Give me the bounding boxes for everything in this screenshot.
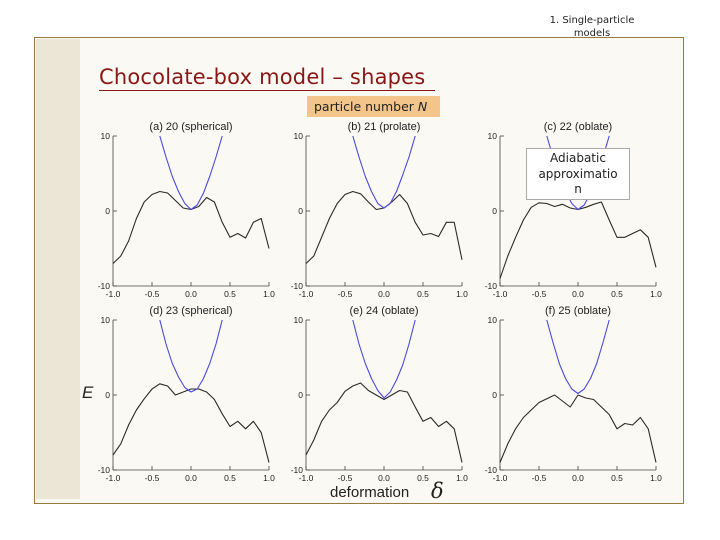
panel-title: (a) 20 (spherical) bbox=[149, 121, 232, 133]
particle-number-symbol: N bbox=[417, 99, 428, 114]
panel-2: (b) 21 (prolate) 10 0 -10-1.0 -0.5 0.0 0.5 1.0 bbox=[291, 121, 468, 299]
x-tick-label: 0.5 bbox=[611, 473, 623, 483]
x-tick-label: 1.0 bbox=[650, 289, 662, 299]
y-tick-label: 0 bbox=[298, 390, 303, 400]
y-tick-label: 10 bbox=[294, 315, 304, 325]
panel-3: (c) 22 (oblate) 10 0 -10-1.0 -0.5 0.0 0.5 1.0 bbox=[485, 121, 662, 299]
x-tick-label: 1.0 bbox=[456, 473, 468, 483]
adiabatic-line1: Adiabatic bbox=[550, 151, 606, 165]
blue-adiabatic-curve bbox=[352, 135, 416, 209]
x-tick-label: -0.5 bbox=[532, 473, 547, 483]
y-tick-label: 0 bbox=[492, 390, 497, 400]
y-tick-label: 0 bbox=[105, 390, 110, 400]
y-tick-label: 10 bbox=[488, 315, 498, 325]
panel-title: (d) 23 (spherical) bbox=[149, 305, 232, 317]
y-axis-label: E bbox=[82, 383, 94, 402]
x-tick-label: -0.5 bbox=[338, 473, 353, 483]
particle-number-text: particle number bbox=[314, 99, 414, 114]
black-energy-curve bbox=[112, 383, 270, 463]
x-tick-label: 1.0 bbox=[263, 473, 275, 483]
panel-5: (e) 24 (oblate) 10 0 -10-1.0 -0.5 0.0 0.5 1.0 bbox=[291, 305, 468, 483]
panel-6: (f) 25 (oblate) 10 0 -10-1.0 -0.5 0.0 0.5 1.0 bbox=[485, 305, 662, 483]
y-tick-label: 10 bbox=[488, 131, 498, 141]
x-tick-label: -1.0 bbox=[299, 289, 314, 299]
x-tick-label: 1.0 bbox=[456, 289, 468, 299]
section-header: 1. Single-particle models bbox=[542, 14, 642, 40]
black-energy-curve bbox=[499, 394, 657, 463]
y-tick-label: -10 bbox=[98, 465, 111, 475]
adiabatic-line3: n bbox=[574, 182, 582, 196]
panel-title: (b) 21 (prolate) bbox=[348, 121, 421, 133]
panel-1: (a) 20 (spherical) 10 0 -10-1.0 -0.5 0.0 0.5 1.… bbox=[98, 121, 275, 299]
y-tick-label: -10 bbox=[291, 465, 304, 475]
x-tick-label: 0.5 bbox=[224, 473, 236, 483]
adiabatic-line2: approximatio bbox=[538, 166, 618, 181]
blue-adiabatic-curve bbox=[159, 319, 223, 393]
adiabatic-approximation-box: Adiabatic approximatio n bbox=[526, 148, 630, 200]
x-tick-label: -0.5 bbox=[145, 289, 160, 299]
x-tick-label: -0.5 bbox=[532, 289, 547, 299]
x-tick-label: 0.0 bbox=[185, 289, 197, 299]
section-header-line1: 1. Single-particle bbox=[549, 15, 635, 26]
blue-adiabatic-curve bbox=[159, 135, 223, 211]
panel-title: (c) 22 (oblate) bbox=[544, 121, 612, 133]
black-energy-curve bbox=[305, 382, 463, 463]
y-tick-label: 0 bbox=[298, 206, 303, 216]
y-tick-label: -10 bbox=[485, 465, 498, 475]
x-tick-label: 0.5 bbox=[224, 289, 236, 299]
panel-title: (e) 24 (oblate) bbox=[349, 305, 418, 317]
section-header-line2: models bbox=[573, 28, 611, 39]
y-tick-label: 0 bbox=[105, 206, 110, 216]
x-tick-label: 0.5 bbox=[417, 473, 429, 483]
blue-adiabatic-curve bbox=[546, 319, 610, 395]
y-tick-label: 10 bbox=[101, 315, 111, 325]
left-band bbox=[36, 39, 80, 499]
black-energy-curve bbox=[305, 190, 463, 264]
y-tick-label: -10 bbox=[485, 281, 498, 291]
particle-number-label: particle number N bbox=[307, 96, 440, 117]
blue-adiabatic-curve bbox=[352, 319, 416, 399]
y-tick-label: -10 bbox=[98, 281, 111, 291]
x-tick-label: -1.0 bbox=[106, 473, 121, 483]
y-tick-label: 10 bbox=[294, 131, 304, 141]
panel-title: (f) 25 (oblate) bbox=[545, 305, 611, 317]
y-tick-label: 0 bbox=[492, 206, 497, 216]
x-tick-label: 0.5 bbox=[417, 289, 429, 299]
x-tick-label: 1.0 bbox=[263, 289, 275, 299]
x-tick-label: 0.5 bbox=[611, 289, 623, 299]
slide-title: Chocolate-box model – shapes bbox=[99, 64, 436, 91]
x-tick-label: -1.0 bbox=[493, 289, 508, 299]
x-tick-label: 0.0 bbox=[572, 289, 584, 299]
x-tick-label: -1.0 bbox=[106, 289, 121, 299]
x-tick-label: 1.0 bbox=[650, 473, 662, 483]
x-tick-label: -1.0 bbox=[299, 473, 314, 483]
panel-4: (d) 23 (spherical) 10 0 -10-1.0 -0.5 0.0 0.5 1.… bbox=[98, 305, 275, 483]
x-tick-label: -0.5 bbox=[145, 473, 160, 483]
black-energy-curve bbox=[499, 201, 657, 279]
black-energy-curve bbox=[112, 190, 270, 264]
x-axis-symbol: δ bbox=[431, 479, 444, 503]
x-tick-label: 0.0 bbox=[572, 473, 584, 483]
x-tick-label: 0.0 bbox=[378, 473, 390, 483]
x-tick-label: 0.0 bbox=[185, 473, 197, 483]
x-tick-label: -0.5 bbox=[338, 289, 353, 299]
x-tick-label: 0.0 bbox=[378, 289, 390, 299]
y-tick-label: -10 bbox=[291, 281, 304, 291]
x-axis-label: deformation bbox=[330, 484, 410, 501]
y-tick-label: 10 bbox=[101, 131, 111, 141]
x-tick-label: -1.0 bbox=[493, 473, 508, 483]
